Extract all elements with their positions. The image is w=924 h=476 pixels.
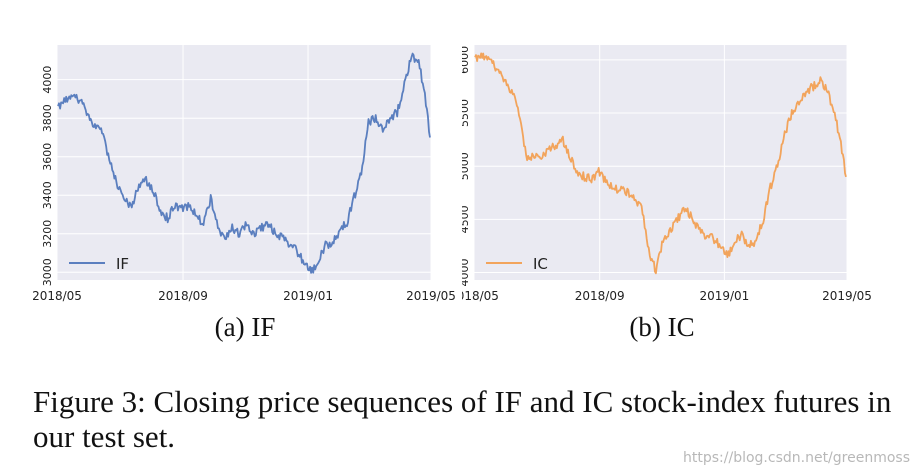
x-tick-label: 2018/09 <box>158 289 208 303</box>
y-tick-label: 3000 <box>41 258 54 286</box>
chart-panel-ic: 2018/05 2018/09 2019/01 2019/05 4000 4500 5000… <box>462 45 872 303</box>
subcaption-a: (a) IF <box>214 312 276 342</box>
watermark: https://blog.csdn.net/greenmoss <box>683 450 910 466</box>
y-tick-label: 3200 <box>41 220 54 248</box>
legend-label: IF <box>116 255 129 273</box>
plot-background <box>474 45 847 280</box>
x-tick-label: 2019/05 <box>822 289 872 303</box>
y-tick-label: 4500 <box>462 205 471 233</box>
y-tick-label: 5500 <box>462 99 471 127</box>
y-tick-label: 3800 <box>41 104 54 132</box>
grid <box>473 45 848 280</box>
plot-background <box>57 45 431 280</box>
x-tick-label: 2018/05 <box>462 289 499 303</box>
x-tick-label: 2019/05 <box>406 289 456 303</box>
y-tick-label: 5000 <box>462 152 471 180</box>
x-tick-label: 2018/05 <box>32 289 82 303</box>
x-tick-label: 2019/01 <box>283 289 333 303</box>
x-tick-label: 2018/09 <box>575 289 625 303</box>
y-tick-label: 4000 <box>462 259 471 287</box>
y-tick-label: 3600 <box>41 143 54 171</box>
series-line-if <box>57 52 431 274</box>
y-tick-label: 6000 <box>462 46 471 74</box>
subcaption-b: (b) IC <box>629 312 695 342</box>
legend-label: IC <box>533 255 548 273</box>
series-line-ic <box>474 52 847 275</box>
y-tick-label: 3400 <box>41 181 54 209</box>
chart-panel-if: 2018/05 2018/09 2019/01 2019/05 3000 3200 3400… <box>32 45 456 303</box>
figure-caption: Figure 3: Closing price sequences of IF … <box>33 384 892 454</box>
x-tick-label: 2019/01 <box>699 289 749 303</box>
y-tick-label: 4000 <box>41 66 54 94</box>
